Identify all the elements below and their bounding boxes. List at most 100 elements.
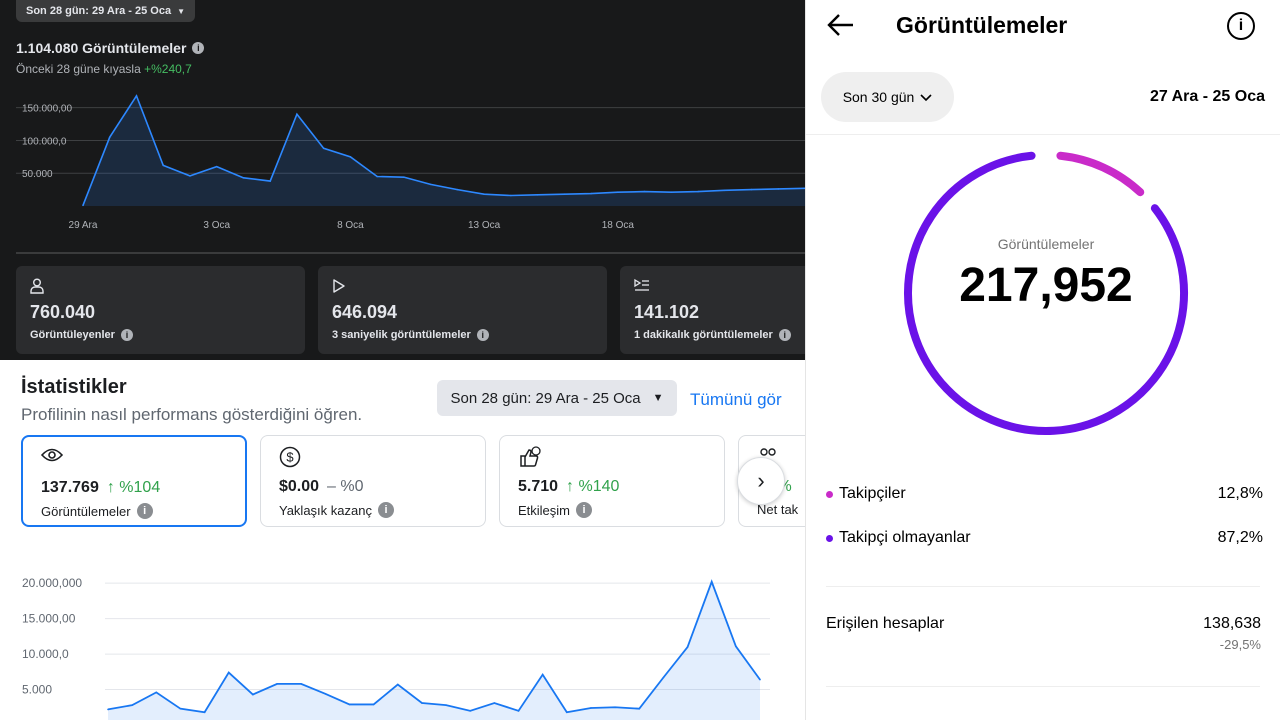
views-line-chart: 50.000 100.000,0 150.000,00 29 Ara 3 Oca 8 Oc…	[16, 94, 805, 231]
data-point	[662, 676, 665, 679]
legend-non-followers: Takipçi olmayanlar 87,2%	[826, 529, 1263, 547]
data-point	[445, 704, 447, 706]
data-point	[723, 189, 726, 192]
legend-value: 12,8%	[1217, 485, 1263, 502]
info-icon[interactable]: i	[377, 502, 394, 518]
data-point	[429, 183, 432, 186]
data-point	[697, 190, 699, 193]
legend-dot	[826, 534, 833, 542]
legend-label: Takipçi olmayanlar	[839, 529, 971, 546]
stat-label: Görüntüleyenler i	[30, 329, 291, 341]
metric-card-views[interactable]: 137.769 ↑ %104 Görüntülemeler i	[21, 435, 247, 527]
y-tick-label: 150.000,00	[22, 104, 72, 115]
data-point	[227, 671, 230, 674]
views-donut-chart	[904, 151, 1188, 435]
info-icon[interactable]: i	[576, 502, 593, 518]
data-point	[614, 706, 616, 709]
data-point	[421, 702, 423, 704]
data-point	[686, 646, 689, 648]
data-point	[203, 711, 206, 714]
play-icon	[332, 278, 593, 296]
date-range-label: Son 28 gün: 29 Ara - 25 Oca	[450, 389, 641, 407]
statistics-panel: İstatistikler Profilinin nasıl performan…	[0, 360, 805, 720]
data-point	[215, 165, 218, 168]
views-area-chart: 5.000 10.000,0 15.000,00 20.000,000	[22, 576, 770, 720]
x-tick-label: 29 Ara	[69, 220, 98, 231]
metric-label: Görüntülemeler	[41, 503, 131, 519]
data-point	[510, 194, 512, 197]
info-icon[interactable]: i	[192, 42, 205, 54]
data-point	[107, 708, 109, 711]
date-range-dropdown[interactable]: Son 28 gün: 29 Ara - 25 Oca ▼	[437, 380, 677, 416]
series-line	[107, 579, 761, 714]
instagram-views-screen: Görüntülemeler i Son 30 gün 27 Ara - 25 …	[805, 0, 1280, 720]
stat-card-viewers[interactable]: 760.040 Görüntüleyenler i	[16, 266, 305, 354]
stat-value: 760.040	[30, 302, 96, 322]
data-point	[563, 193, 566, 195]
data-point	[162, 164, 165, 167]
data-point	[322, 147, 325, 150]
total-views-label: 1.104.080 Görüntülemeler	[16, 40, 187, 56]
data-point	[349, 156, 352, 158]
comparison-change: +%240,7	[144, 62, 192, 76]
back-arrow-icon[interactable]	[826, 10, 856, 48]
data-point	[590, 707, 592, 709]
chevron-right-icon: ›	[757, 468, 765, 493]
info-icon[interactable]: i	[1227, 12, 1255, 40]
y-tick-label: 10.000,0	[22, 647, 69, 661]
date-range-label: Son 28 gün: 29 Ara - 25 Oca	[26, 5, 172, 17]
next-cards-button[interactable]: ›	[737, 457, 785, 505]
data-point	[396, 683, 399, 686]
stat-card-3s-views[interactable]: 646.094 3 saniyelik görüntülemeler i	[318, 266, 607, 354]
data-point	[179, 707, 182, 710]
series-area	[108, 581, 760, 720]
data-point	[541, 673, 544, 676]
metric-label: Yaklaşık kazanç	[279, 502, 372, 518]
metric-change: ↑ %104	[106, 479, 161, 496]
y-tick-label: 100.000,0	[22, 136, 67, 147]
legend-value: 87,2%	[1217, 529, 1263, 546]
metric-card-earnings[interactable]: $ $0.00 – %0 Yaklaşık kazanç i	[260, 435, 486, 527]
series-area	[83, 95, 805, 206]
data-point	[735, 645, 737, 648]
metric-value: $0.00	[279, 478, 320, 495]
legend-label: Takipçiler	[839, 485, 906, 502]
data-point	[750, 188, 753, 191]
info-icon[interactable]: i	[778, 329, 791, 341]
metric-card-engagement[interactable]: 5.710 ↑ %140 Etkileşim i	[499, 435, 725, 527]
data-point	[348, 703, 351, 706]
info-icon[interactable]: i	[476, 329, 489, 341]
data-point	[242, 177, 245, 179]
data-point	[638, 707, 641, 710]
data-point	[590, 192, 592, 195]
info-icon[interactable]: i	[120, 329, 133, 341]
stat-value: 646.094	[332, 302, 398, 322]
reach-label: Erişilen hesaplar	[826, 615, 945, 632]
caret-down-icon: ▼	[652, 392, 664, 404]
metric-change: – %0	[327, 478, 364, 495]
period-dropdown[interactable]: Son 30 gün	[821, 72, 954, 122]
x-tick-label: 13 Oca	[468, 220, 501, 231]
see-all-link[interactable]: Tümünü gör	[690, 390, 782, 409]
person-icon	[30, 278, 291, 296]
statistics-subtitle: Profilinin nasıl performans gösterdiğini…	[21, 405, 363, 424]
engagement-icon	[518, 446, 706, 470]
divider	[806, 134, 1280, 135]
data-point	[670, 191, 673, 194]
metric-label: Etkileşim	[518, 502, 571, 518]
data-point	[536, 194, 539, 196]
chevron-down-icon	[920, 89, 932, 105]
stat-card-1min-views[interactable]: 141.102 1 dakikalık görüntülemeler i	[620, 266, 805, 354]
date-range-dropdown[interactable]: Son 28 gün: 29 Ara - 25 Oca ▼	[16, 0, 196, 22]
video-insights-panel: Son 28 gün: 29 Ara - 25 Oca ▼ 1.104.080 …	[0, 0, 805, 360]
data-point	[493, 702, 496, 704]
data-point	[82, 204, 84, 207]
info-icon[interactable]: i	[136, 503, 153, 519]
data-point	[300, 683, 302, 685]
dollar-icon: $	[279, 446, 467, 470]
metric-label: Net tak	[757, 502, 799, 517]
playlist-icon	[634, 278, 805, 296]
data-point	[372, 703, 375, 706]
total-views-heading: 1.104.080 Görüntülemeler i	[16, 40, 205, 56]
data-point	[643, 190, 646, 193]
